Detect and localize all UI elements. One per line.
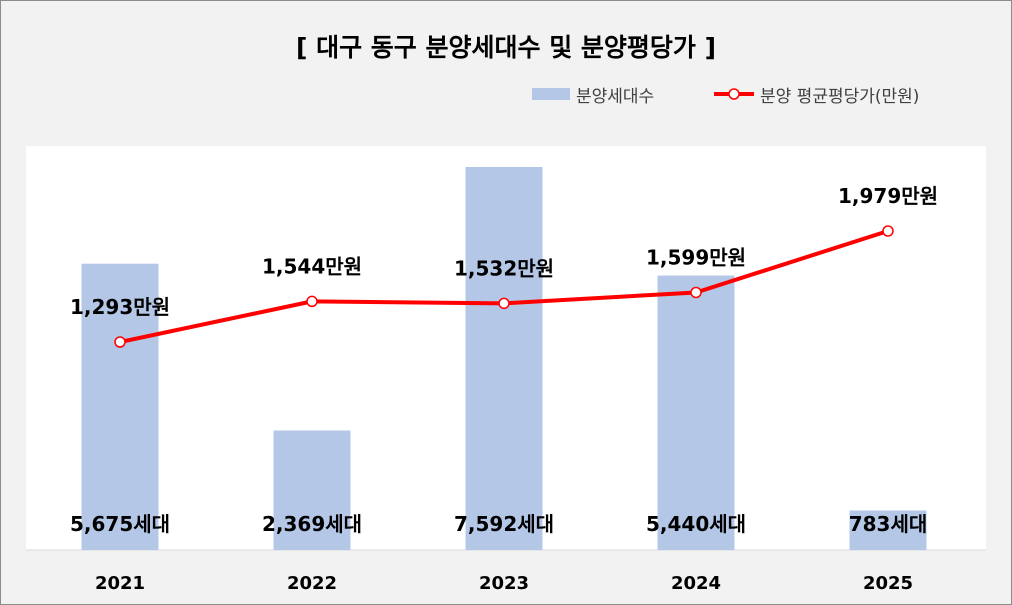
bar-2023 [465, 167, 543, 550]
x-tick-2024: 2024 [671, 573, 721, 594]
bar-label-2025: 783세대 [849, 512, 928, 536]
line-point-2024 [690, 286, 702, 299]
bar-2024 [657, 275, 735, 550]
legend-swatch-bar [532, 88, 570, 100]
line-label-2025: 1,979만원 [838, 184, 938, 208]
x-tick-2023: 2023 [479, 573, 529, 594]
bar-2022 [273, 430, 351, 550]
bar-label-2021: 5,675세대 [70, 512, 170, 536]
line-point-2025 [882, 225, 894, 237]
line-point-2022 [306, 295, 318, 308]
line-point-2023 [498, 297, 510, 310]
bar-label-2024: 5,440세대 [646, 512, 746, 536]
line-point-2021 [114, 336, 126, 348]
chart-legend: 분양세대수 분양 평균평당가(만원) [0, 82, 1012, 107]
line-label-2021: 1,293만원 [70, 295, 170, 319]
bar-label-2023: 7,592세대 [454, 512, 554, 536]
legend-swatch-line [714, 88, 754, 100]
bar-label-2022: 2,369세대 [262, 512, 362, 536]
legend-label-line: 분양 평균평당가(만원) [760, 87, 920, 107]
line-label-2024: 1,599만원 [646, 245, 746, 269]
line-label-2023: 1,532만원 [454, 256, 554, 280]
x-tick-2021: 2021 [95, 573, 145, 594]
x-tick-2025: 2025 [863, 573, 913, 594]
legend-label-bar: 분양세대수 [576, 87, 655, 107]
bar-2025 [849, 510, 927, 550]
chart-title: [ 대구 동구 분양세대수 및 분양평당가 ] [295, 33, 717, 62]
line-label-2022: 1,544만원 [262, 254, 362, 278]
x-tick-2022: 2022 [287, 573, 337, 594]
bar-2021 [81, 263, 159, 550]
